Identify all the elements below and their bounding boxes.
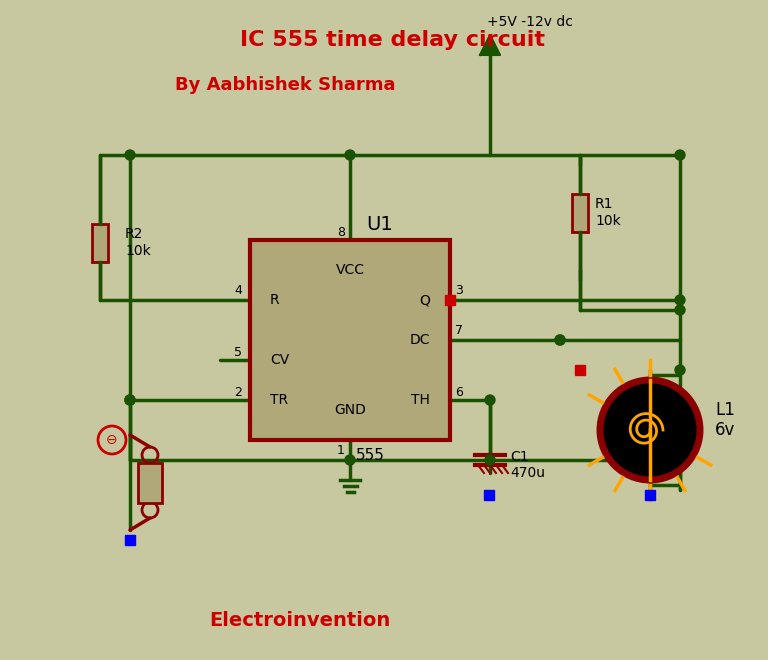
FancyBboxPatch shape — [572, 193, 588, 232]
Text: GND: GND — [334, 403, 366, 417]
Circle shape — [675, 305, 685, 315]
Circle shape — [600, 380, 700, 480]
Text: 3: 3 — [455, 284, 463, 296]
Text: Electroinvention: Electroinvention — [210, 610, 391, 630]
Text: 1: 1 — [337, 444, 345, 457]
Bar — [484, 490, 494, 500]
Circle shape — [345, 150, 355, 160]
Bar — [125, 535, 135, 545]
Text: 8: 8 — [337, 226, 345, 238]
Circle shape — [125, 395, 135, 405]
Circle shape — [485, 395, 495, 405]
Bar — [445, 295, 455, 305]
Text: +5V -12v dc: +5V -12v dc — [487, 15, 573, 29]
Text: 555: 555 — [356, 447, 385, 463]
Circle shape — [675, 365, 685, 375]
FancyBboxPatch shape — [92, 224, 108, 261]
Text: R2
10k: R2 10k — [125, 228, 151, 257]
FancyBboxPatch shape — [250, 240, 450, 440]
Text: L1
6v: L1 6v — [715, 401, 736, 440]
Text: IC 555 time delay circuit: IC 555 time delay circuit — [240, 30, 545, 50]
Circle shape — [485, 455, 495, 465]
Text: CV: CV — [270, 353, 290, 367]
Circle shape — [125, 395, 135, 405]
Text: R1
10k: R1 10k — [595, 197, 621, 228]
Text: ⊖: ⊖ — [106, 433, 118, 447]
Text: 7: 7 — [455, 323, 463, 337]
Bar — [575, 365, 585, 375]
Circle shape — [675, 295, 685, 305]
Text: 5: 5 — [234, 345, 242, 358]
Text: Q: Q — [419, 293, 430, 307]
Text: 6: 6 — [455, 385, 463, 399]
Circle shape — [675, 150, 685, 160]
Text: DC: DC — [409, 333, 430, 347]
FancyBboxPatch shape — [138, 463, 162, 502]
Text: R: R — [270, 293, 280, 307]
Text: C1
470u: C1 470u — [510, 450, 545, 480]
Text: TR: TR — [270, 393, 288, 407]
Text: TH: TH — [411, 393, 430, 407]
Circle shape — [125, 150, 135, 160]
Bar — [645, 490, 655, 500]
Circle shape — [555, 335, 565, 345]
Circle shape — [345, 455, 355, 465]
Text: 4: 4 — [234, 284, 242, 296]
Text: By Aabhishek Sharma: By Aabhishek Sharma — [175, 76, 396, 94]
Polygon shape — [480, 35, 500, 55]
Text: VCC: VCC — [336, 263, 365, 277]
Text: U1: U1 — [366, 216, 393, 234]
Text: 2: 2 — [234, 385, 242, 399]
Circle shape — [555, 335, 565, 345]
